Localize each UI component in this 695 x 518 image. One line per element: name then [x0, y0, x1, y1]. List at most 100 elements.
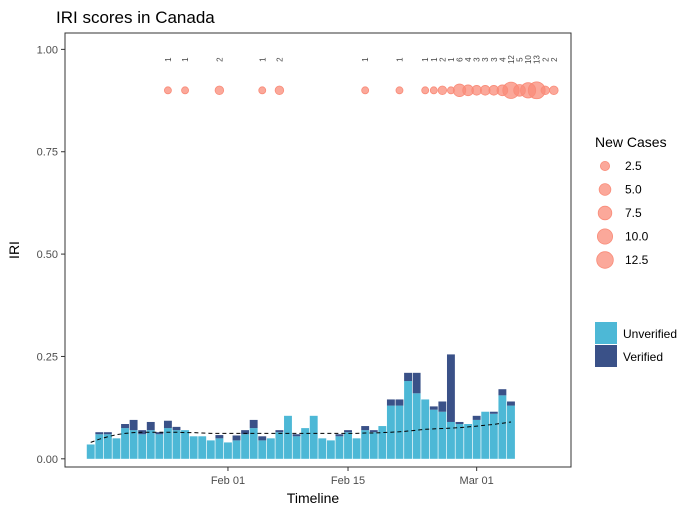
fill-legend-label: Unverified — [623, 327, 677, 341]
y-tick-label: 0.75 — [37, 147, 58, 159]
bar-unverified — [438, 411, 447, 459]
bar-unverified — [489, 413, 498, 459]
new-cases-point — [274, 85, 285, 96]
bar-unverified — [146, 430, 155, 459]
x-tick-label: Mar 01 — [460, 475, 494, 487]
bar-verified — [275, 430, 284, 433]
bar-unverified — [121, 428, 129, 459]
bar-unverified — [232, 440, 241, 459]
bar-unverified — [309, 415, 318, 459]
bar-verified — [412, 372, 421, 394]
bar-unverified — [507, 405, 515, 459]
new-cases-label: 10 — [524, 55, 533, 64]
bar-verified — [472, 415, 481, 420]
bar-unverified — [284, 415, 292, 459]
bar-verified — [258, 436, 267, 441]
bar-unverified — [249, 428, 258, 459]
bar-unverified — [155, 434, 164, 459]
trend-line — [90, 421, 512, 443]
size-legend-key — [598, 183, 612, 196]
size-legend-key — [599, 160, 611, 172]
bar-verified — [232, 435, 241, 441]
bar-verified — [95, 432, 104, 435]
bar-unverified — [198, 436, 207, 459]
x-tick-label: Feb 15 — [331, 475, 365, 487]
bar-verified — [344, 430, 352, 433]
fill-legend-key — [595, 322, 617, 344]
bar-verified — [455, 421, 464, 425]
new-cases-label: 6 — [456, 57, 465, 62]
new-cases-label: 1 — [361, 57, 370, 62]
new-cases-point — [164, 86, 172, 95]
bar-unverified — [455, 424, 464, 459]
new-cases-label: 3 — [481, 57, 490, 62]
bar-unverified — [275, 432, 284, 459]
bar-unverified — [241, 434, 250, 459]
new-cases-label: 2 — [550, 57, 559, 62]
bar-unverified — [266, 438, 275, 459]
bar-verified — [241, 430, 250, 435]
bar-unverified — [404, 381, 412, 459]
new-cases-point — [540, 85, 550, 96]
bar-unverified — [361, 430, 370, 459]
bar-verified — [404, 372, 412, 382]
new-cases-point — [361, 86, 370, 95]
plot-panel-border — [64, 32, 572, 468]
bar-unverified — [472, 419, 481, 459]
new-cases-label: 1 — [447, 57, 456, 62]
bar-verified — [172, 426, 181, 431]
bar-unverified — [103, 434, 112, 459]
size-legend-label: 5.0 — [625, 183, 642, 197]
new-cases-label: 1 — [164, 57, 173, 62]
bar-unverified — [138, 434, 147, 459]
chart-title: IRI scores in Canada — [56, 8, 215, 27]
bar-verified — [395, 399, 404, 406]
bar-unverified — [335, 436, 344, 459]
size-legend-label: 7.5 — [625, 206, 642, 220]
bar-verified — [489, 411, 498, 414]
new-cases-label: 12 — [507, 55, 516, 64]
bar-unverified — [258, 440, 267, 459]
bar-verified — [429, 406, 438, 410]
x-tick-label: Feb 01 — [211, 475, 245, 487]
fill-legend: Unverified Verified — [595, 322, 677, 367]
size-legend-label: 10.0 — [625, 230, 649, 244]
bar-unverified — [369, 432, 378, 459]
x-axis: Feb 01 Feb 15 Mar 01 — [211, 467, 494, 487]
size-legend-title: New Cases — [595, 134, 667, 150]
bar-unverified — [446, 421, 455, 459]
new-cases-label: 1 — [258, 57, 267, 62]
bar-unverified — [224, 442, 232, 459]
size-legend-label: 12.5 — [625, 253, 649, 267]
bar-unverified — [301, 428, 310, 459]
bar-unverified — [95, 434, 104, 459]
new-cases-point — [258, 86, 267, 95]
new-cases-point — [395, 86, 404, 95]
new-cases-label: 4 — [498, 57, 507, 62]
size-legend-label: 2.5 — [625, 159, 642, 173]
new-cases-label: 4 — [464, 57, 473, 62]
bar-verified — [249, 419, 258, 429]
new-cases-label: 2 — [438, 57, 447, 62]
bar-unverified — [292, 436, 301, 459]
new-cases-label: 5 — [516, 57, 525, 62]
bar-unverified — [163, 428, 172, 459]
y-axis-label: IRI — [6, 241, 22, 259]
new-cases-point — [421, 86, 430, 95]
size-legend-key — [597, 205, 613, 221]
new-cases-point — [214, 85, 225, 96]
new-cases-label: 1 — [181, 57, 190, 62]
bar-verified — [446, 354, 455, 422]
new-cases-point — [437, 85, 448, 96]
bar-verified — [507, 401, 515, 406]
fill-legend-key — [595, 345, 617, 367]
new-cases-point — [549, 85, 559, 96]
new-cases-label: 1 — [421, 57, 430, 62]
bar-unverified — [129, 430, 138, 459]
size-legend: New Cases 2.5 5.0 7.5 10.0 12.5 — [595, 134, 667, 269]
bar-unverified — [344, 432, 352, 459]
y-tick-label: 0.50 — [37, 249, 58, 261]
new-cases-label: 1 — [396, 57, 405, 62]
fill-legend-label: Verified — [623, 350, 663, 364]
new-cases-label: 13 — [533, 55, 542, 64]
